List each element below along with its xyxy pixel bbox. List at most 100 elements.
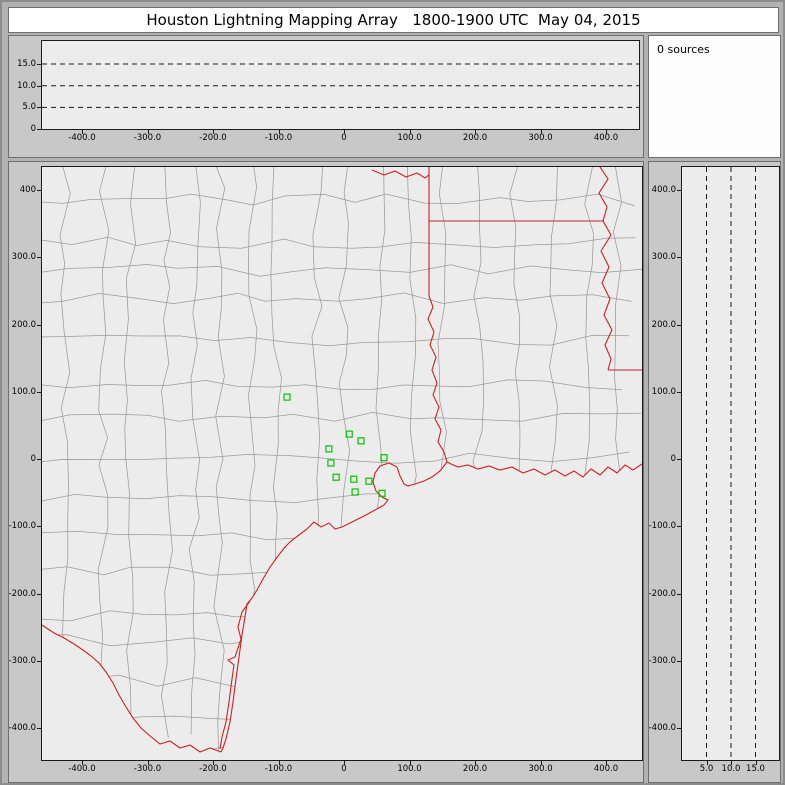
y-tick-label: 200.0 <box>11 319 36 330</box>
alt-tick-mark <box>37 85 41 87</box>
y-tick-mark <box>37 391 41 393</box>
lma-station-marker <box>327 459 335 467</box>
gulf-and-mexico-region <box>42 462 642 760</box>
x-tick-mark <box>147 761 149 765</box>
x-tick-label: -400.0 <box>68 133 96 143</box>
x-tick-mark <box>278 761 280 765</box>
lma-station-marker <box>380 454 388 462</box>
x-tick-label: -300.0 <box>133 764 162 774</box>
y-tick-label: 400 <box>19 185 36 195</box>
map-canvas <box>42 167 642 760</box>
source-count-panel: 0 sources <box>648 35 781 158</box>
red-river <box>371 169 430 179</box>
x-tick-label: -100.0 <box>264 764 293 774</box>
y-tick-label: 200.0 <box>651 319 676 330</box>
alt-tick-mark <box>731 761 732 765</box>
plan-view-panel: -400.0 -300.0 -200.0 -100.0 0 100.0 200.0 300.0… <box>8 161 644 783</box>
y-tick-mark <box>677 526 681 528</box>
x-tick-label: 400.0 <box>593 764 619 774</box>
x-tick-label: 0 <box>341 764 347 774</box>
y-tick-mark <box>677 190 681 191</box>
x-tick-mark <box>344 761 345 765</box>
alt-tick-label: 15.0 <box>17 59 36 70</box>
y-tick-label: -100.0 <box>648 521 676 532</box>
alt-tick-label: 10.0 <box>721 764 741 774</box>
y-tick-mark <box>37 257 41 259</box>
x-tick-label: -200.0 <box>199 764 227 774</box>
altitude-northsouth-plot <box>681 166 780 761</box>
gulf-coastline <box>220 461 642 753</box>
y-tick-mark <box>677 257 681 259</box>
lma-station-marker <box>378 489 386 497</box>
y-tick-label: -400.0 <box>648 723 676 733</box>
y-tick-mark <box>677 660 681 662</box>
y-tick-mark <box>37 324 41 326</box>
x-tick-mark <box>475 130 476 134</box>
alt-tick-mark <box>755 761 757 765</box>
x-tick-mark <box>213 130 214 134</box>
lma-station-marker <box>325 445 333 453</box>
alt-tick-label: 10.0 <box>17 80 36 91</box>
alt-tick-label: 15.0 <box>746 764 765 774</box>
x-tick-label: 0 <box>341 133 347 143</box>
x-tick-mark <box>540 130 542 134</box>
x-tick-mark <box>278 130 280 134</box>
title-text: Houston Lightning Mapping Array 1800-190… <box>146 11 641 29</box>
mississippi-river <box>598 167 613 371</box>
y-tick-mark <box>37 593 41 595</box>
lma-station-marker <box>351 488 359 496</box>
alt-tick-label: 5.0 <box>699 764 714 774</box>
altitude-northsouth-canvas <box>706 167 756 760</box>
y-tick-mark <box>37 459 41 460</box>
rio-grande-river <box>42 624 222 753</box>
x-tick-label: -400.0 <box>68 764 96 774</box>
window-title: Houston Lightning Mapping Array 1800-190… <box>8 7 779 33</box>
altitude-northsouth-panel: 400.0 300.0 200.0 100.0 0 -100.0 -200.0 -300.0 -… <box>648 161 781 783</box>
alt-tick-label: 0 <box>30 124 36 134</box>
y-tick-mark <box>677 459 681 460</box>
x-tick-label: 200.0 <box>462 764 488 774</box>
alt-tick-mark <box>37 129 41 130</box>
lma-station-marker <box>357 437 365 445</box>
y-tick-mark <box>677 593 681 595</box>
y-tick-label: -300.0 <box>648 655 676 666</box>
lma-stations <box>283 393 388 497</box>
x-tick-label: 300.0 <box>528 764 553 774</box>
x-tick-mark <box>540 761 542 765</box>
y-tick-mark <box>37 660 41 662</box>
y-tick-label: 0 <box>670 454 676 464</box>
lma-station-marker <box>283 393 291 401</box>
source-count-label: 0 sources <box>657 43 710 56</box>
y-tick-label: -300.0 <box>8 655 36 666</box>
x-tick-mark <box>147 130 149 134</box>
x-tick-label: -300.0 <box>133 133 162 143</box>
x-tick-label: -100.0 <box>264 133 293 143</box>
lma-station-marker <box>350 475 358 483</box>
lma-station-marker <box>332 473 340 481</box>
y-tick-label: 0 <box>30 454 36 464</box>
altitude-eastwest-panel: -400.0 -300.0 -200.0 -100.0 0 100.0 200.0 300.0… <box>8 35 644 158</box>
y-tick-label: -200.0 <box>8 588 36 599</box>
alt-tick-mark <box>37 64 41 66</box>
x-tick-mark <box>409 761 411 765</box>
x-tick-label: 300.0 <box>528 133 553 143</box>
y-tick-mark <box>677 324 681 326</box>
x-tick-mark <box>344 130 345 134</box>
y-tick-label: 300.0 <box>11 252 36 263</box>
alt-tick-mark <box>706 761 708 765</box>
plan-view-plot <box>41 166 643 761</box>
x-tick-mark <box>82 761 83 765</box>
y-tick-label: -100.0 <box>8 521 36 532</box>
x-tick-mark <box>475 761 476 765</box>
lma-station-marker <box>345 430 353 438</box>
x-tick-label: 400.0 <box>593 133 619 143</box>
y-tick-label: -400.0 <box>8 723 36 733</box>
x-tick-mark <box>606 761 607 765</box>
lma-station-marker <box>365 477 373 485</box>
x-tick-mark <box>409 130 411 134</box>
y-tick-mark <box>37 190 41 191</box>
y-tick-label: 400.0 <box>651 185 676 195</box>
altitude-eastwest-canvas <box>42 63 639 108</box>
x-tick-mark <box>213 761 214 765</box>
